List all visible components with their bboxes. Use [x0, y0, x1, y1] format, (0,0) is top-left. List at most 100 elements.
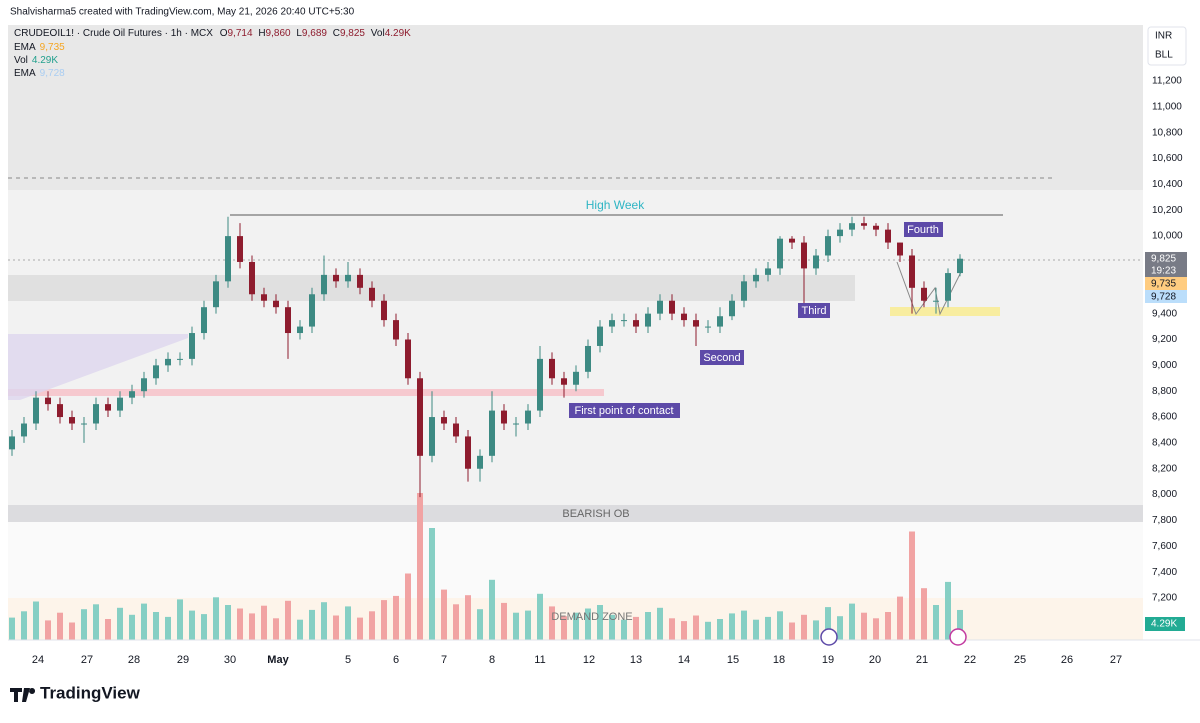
- candle-body: [441, 417, 447, 424]
- x-tick-label: 21: [916, 654, 928, 666]
- y-tick-label: 11,200: [1152, 76, 1182, 87]
- price-axis: [1143, 25, 1200, 640]
- x-tick-label: 27: [1110, 654, 1122, 666]
- volume-bar: [669, 618, 675, 640]
- volume-bar: [237, 608, 243, 640]
- volume-bar: [309, 609, 315, 640]
- purple-zone: [8, 334, 188, 400]
- volume-bar: [837, 616, 843, 640]
- volume-bar: [813, 620, 819, 640]
- volume-bar: [921, 588, 927, 640]
- o-value: 9,714: [228, 28, 253, 39]
- label-box: [569, 403, 680, 418]
- x-axis: 24 27 28 29 30 May 5 6 7 8 11 12 13 14 15 18 19 20 21 22 25 2…: [32, 654, 1122, 666]
- volume-bar: [117, 607, 123, 640]
- x-tick-label: 6: [393, 654, 399, 666]
- candle-body: [465, 436, 471, 469]
- volume-bar: [861, 612, 867, 640]
- ema2-value: 9,728: [40, 68, 65, 79]
- candle-body: [597, 326, 603, 346]
- candle-body: [225, 236, 231, 282]
- y-tick-label: 9,400: [1152, 308, 1177, 319]
- volume-bar: [93, 604, 99, 640]
- x-tick-label: 30: [224, 654, 236, 666]
- volume-bar: [129, 614, 135, 640]
- candle-body: [285, 307, 291, 334]
- volume-bar: [453, 604, 459, 640]
- candle-body: [9, 436, 15, 450]
- label-box: [700, 350, 744, 365]
- top-shade: [8, 25, 1143, 190]
- candle-body: [549, 358, 555, 379]
- candle-body: [609, 320, 615, 327]
- candle-body: [489, 410, 495, 456]
- y-tick-label: 10,000: [1152, 231, 1183, 242]
- third-label: Third: [801, 305, 826, 317]
- countdown: 19:23: [1151, 266, 1176, 277]
- volume-bar: [21, 611, 27, 640]
- candle-body: [165, 358, 171, 366]
- candle-body: [201, 307, 207, 334]
- label-box: [798, 303, 830, 318]
- x-tick-label: 25: [1014, 654, 1026, 666]
- volume-bar: [765, 616, 771, 640]
- h-label: H: [258, 28, 265, 39]
- candle-body: [825, 236, 831, 256]
- candle-body: [765, 268, 771, 275]
- c-value: 9,825: [340, 28, 365, 39]
- candle-body: [561, 378, 567, 385]
- ema1-label: EMA: [14, 42, 36, 53]
- x-tick-label: May: [267, 654, 289, 666]
- y-tick-label: 10,200: [1152, 205, 1183, 216]
- volume-bar: [729, 613, 735, 640]
- candle-body: [105, 404, 111, 411]
- volume-bar: [9, 617, 15, 640]
- ema1-row: EMA 9,735: [14, 42, 65, 53]
- event-icon[interactable]: [949, 628, 967, 646]
- candle-body: [849, 223, 855, 230]
- volume-bar: [741, 610, 747, 640]
- volume-bar: [165, 616, 171, 640]
- candle-body: [537, 358, 543, 411]
- candle-body: [429, 417, 435, 456]
- volume-bar: [621, 619, 627, 640]
- currency[interactable]: INR: [1155, 31, 1172, 42]
- volume-bar: [213, 597, 219, 640]
- volume-bar: [957, 609, 963, 640]
- volume-bar: [381, 600, 387, 640]
- candle-body: [321, 274, 327, 295]
- volume-bar: [81, 609, 87, 640]
- symbol: CRUDEOIL1! · Crude Oil Futures · 1h · MC…: [14, 28, 213, 39]
- candle-body: [681, 313, 687, 321]
- volume-bar: [633, 616, 639, 640]
- candle-body: [261, 294, 267, 301]
- candle-body: [573, 371, 579, 385]
- y-tick-label: 8,800: [1152, 386, 1177, 397]
- vol-badge-label: 4.29K: [1151, 619, 1177, 630]
- x-tick-label: 26: [1061, 654, 1073, 666]
- second-label: Second: [703, 352, 740, 364]
- candle-body: [57, 404, 63, 418]
- volume-bar: [465, 595, 471, 640]
- candle-body: [885, 229, 891, 243]
- volume-bar: [273, 618, 279, 640]
- volume-bar: [489, 579, 495, 640]
- vol-badge: [1145, 617, 1185, 631]
- event-icon[interactable]: [820, 628, 838, 646]
- legend-row: CRUDEOIL1! · Crude Oil Futures · 1h · MC…: [14, 28, 411, 39]
- y-tick-label: 9,200: [1152, 334, 1177, 345]
- x-tick-label: 20: [869, 654, 881, 666]
- y-tick-label: 8,400: [1152, 438, 1177, 449]
- y-tick-label: 7,800: [1152, 515, 1177, 526]
- y-tick-label: 7,200: [1152, 593, 1177, 604]
- volume-bar: [645, 612, 651, 640]
- unit[interactable]: BLL: [1155, 50, 1173, 61]
- volume-bar: [369, 611, 375, 640]
- volume-bar: [33, 601, 39, 640]
- volume-bar: [441, 589, 447, 640]
- volume-bar: [789, 622, 795, 640]
- volume-bar: [513, 612, 519, 640]
- candle-body: [69, 417, 75, 424]
- candle-body: [33, 397, 39, 424]
